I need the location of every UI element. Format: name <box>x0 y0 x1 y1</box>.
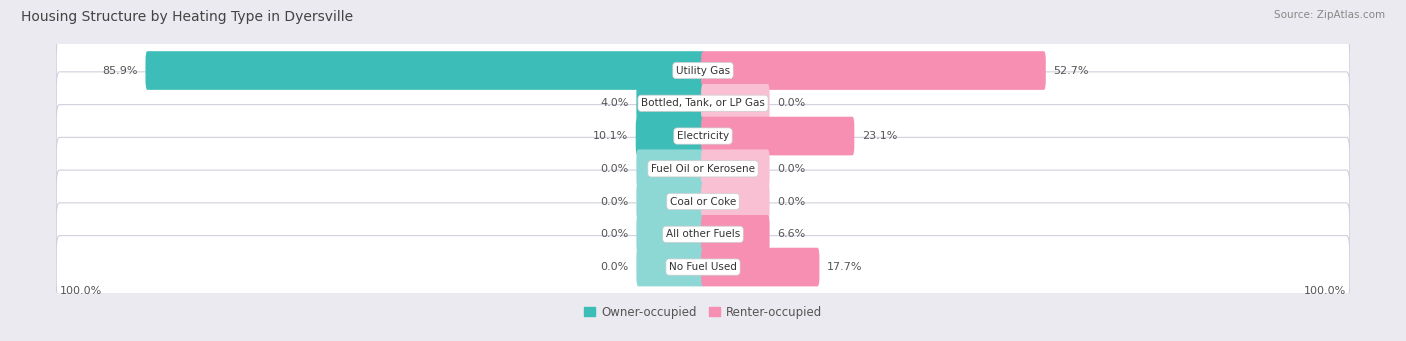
Text: Bottled, Tank, or LP Gas: Bottled, Tank, or LP Gas <box>641 98 765 108</box>
Text: 23.1%: 23.1% <box>862 131 897 141</box>
Text: 17.7%: 17.7% <box>827 262 863 272</box>
Text: 100.0%: 100.0% <box>1305 286 1347 296</box>
Text: No Fuel Used: No Fuel Used <box>669 262 737 272</box>
Text: 0.0%: 0.0% <box>600 229 628 239</box>
Legend: Owner-occupied, Renter-occupied: Owner-occupied, Renter-occupied <box>579 302 827 322</box>
FancyBboxPatch shape <box>702 182 769 221</box>
FancyBboxPatch shape <box>637 149 704 188</box>
Text: 0.0%: 0.0% <box>600 164 628 174</box>
Text: 0.0%: 0.0% <box>778 98 806 108</box>
FancyBboxPatch shape <box>702 149 769 188</box>
FancyBboxPatch shape <box>637 248 704 286</box>
FancyBboxPatch shape <box>56 236 1350 298</box>
FancyBboxPatch shape <box>56 39 1350 102</box>
FancyBboxPatch shape <box>702 51 1046 90</box>
Text: 100.0%: 100.0% <box>59 286 101 296</box>
Text: Coal or Coke: Coal or Coke <box>669 196 737 207</box>
Text: 4.0%: 4.0% <box>600 98 628 108</box>
FancyBboxPatch shape <box>56 105 1350 167</box>
FancyBboxPatch shape <box>56 170 1350 233</box>
FancyBboxPatch shape <box>56 203 1350 266</box>
Text: Source: ZipAtlas.com: Source: ZipAtlas.com <box>1274 10 1385 20</box>
Text: 52.7%: 52.7% <box>1053 65 1090 76</box>
FancyBboxPatch shape <box>702 215 769 254</box>
FancyBboxPatch shape <box>702 117 855 155</box>
FancyBboxPatch shape <box>145 51 704 90</box>
FancyBboxPatch shape <box>56 137 1350 200</box>
Text: Electricity: Electricity <box>676 131 730 141</box>
Text: Utility Gas: Utility Gas <box>676 65 730 76</box>
Text: 0.0%: 0.0% <box>778 196 806 207</box>
Text: 0.0%: 0.0% <box>600 262 628 272</box>
Text: All other Fuels: All other Fuels <box>666 229 740 239</box>
FancyBboxPatch shape <box>637 215 704 254</box>
Text: 0.0%: 0.0% <box>600 196 628 207</box>
FancyBboxPatch shape <box>637 182 704 221</box>
Text: Housing Structure by Heating Type in Dyersville: Housing Structure by Heating Type in Dye… <box>21 10 353 24</box>
FancyBboxPatch shape <box>637 84 704 123</box>
FancyBboxPatch shape <box>636 117 704 155</box>
Text: 0.0%: 0.0% <box>778 164 806 174</box>
FancyBboxPatch shape <box>702 84 769 123</box>
Text: 85.9%: 85.9% <box>103 65 138 76</box>
FancyBboxPatch shape <box>56 72 1350 135</box>
Text: 10.1%: 10.1% <box>593 131 628 141</box>
FancyBboxPatch shape <box>702 248 820 286</box>
Text: Fuel Oil or Kerosene: Fuel Oil or Kerosene <box>651 164 755 174</box>
Text: 6.6%: 6.6% <box>778 229 806 239</box>
